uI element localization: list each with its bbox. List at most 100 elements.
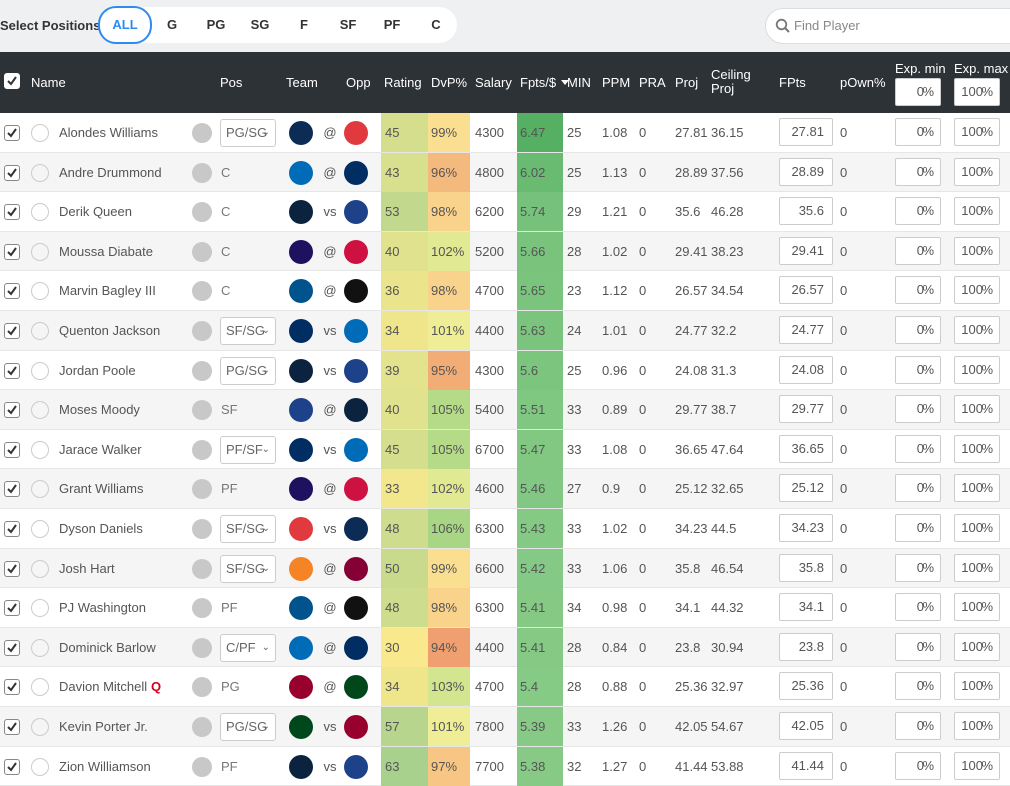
like-icon[interactable] [31, 401, 49, 420]
fpts-input[interactable]: 24.08 [779, 355, 833, 384]
position-option[interactable]: PG [206, 17, 226, 32]
position-select[interactable]: PG/SG ⌄ [220, 119, 276, 147]
like-icon[interactable] [31, 599, 49, 618]
fpts-input[interactable]: 28.89 [779, 157, 833, 186]
face-icon[interactable] [192, 123, 212, 143]
position-select[interactable]: PF/SF ⌄ [220, 435, 276, 464]
checkbox[interactable] [4, 73, 20, 89]
face-icon[interactable] [192, 439, 212, 460]
like-icon[interactable] [31, 480, 49, 499]
checkbox[interactable] [4, 719, 20, 735]
like-icon[interactable] [31, 322, 49, 340]
like-icon[interactable] [31, 361, 49, 380]
fpts-input[interactable]: 26.57 [779, 276, 833, 305]
position-select[interactable]: SF/SG ⌄ [220, 515, 276, 543]
column-header[interactable]: Salary [475, 75, 512, 90]
position-option[interactable]: SF [339, 17, 357, 32]
exp-min-default-input[interactable]: 0% [895, 78, 941, 106]
exp-max-input[interactable]: 100% [954, 434, 1000, 463]
exp-max-input[interactable]: 100% [954, 355, 1000, 384]
face-icon[interactable] [192, 598, 212, 619]
fpts-input[interactable]: 35.8 [779, 553, 833, 582]
checkbox[interactable] [4, 283, 20, 300]
fpts-input[interactable]: 24.77 [779, 316, 833, 344]
position-option[interactable]: G [166, 17, 178, 32]
exp-min-input[interactable]: 0% [895, 474, 941, 503]
exp-max-input[interactable]: 100% [954, 672, 1000, 701]
exp-min-input[interactable]: 0% [895, 672, 941, 701]
column-header[interactable]: Proj [675, 75, 699, 90]
face-icon[interactable] [192, 360, 212, 381]
exp-max-input[interactable]: 100% [954, 712, 1000, 740]
exp-min-input[interactable]: 0% [895, 751, 941, 780]
fpts-input[interactable]: 35.6 [779, 197, 833, 226]
like-icon[interactable] [31, 559, 49, 578]
checkbox[interactable] [4, 323, 20, 339]
exp-min-input[interactable]: 0% [895, 355, 941, 384]
checkbox[interactable] [4, 243, 20, 260]
position-option[interactable]: ALL [98, 6, 152, 44]
fpts-input[interactable]: 34.1 [779, 593, 833, 622]
column-header[interactable]: DvP% [431, 75, 468, 90]
column-header[interactable]: Opp [346, 75, 371, 90]
fpts-input[interactable]: 23.8 [779, 632, 833, 661]
fpts-input[interactable]: 29.41 [779, 236, 833, 265]
exp-max-input[interactable]: 100% [954, 474, 1000, 503]
checkbox[interactable] [4, 560, 20, 577]
position-select[interactable]: PG/SG ⌄ [220, 713, 276, 741]
exp-max-default-input[interactable]: 100% [954, 78, 1000, 106]
column-header[interactable]: Fpts/$ [520, 75, 569, 90]
face-icon[interactable] [192, 519, 212, 539]
face-icon[interactable] [192, 241, 212, 262]
column-header[interactable]: PRA [639, 75, 666, 90]
column-header[interactable]: MIN [567, 75, 591, 90]
face-icon[interactable] [192, 281, 212, 302]
face-icon[interactable] [192, 677, 212, 698]
like-icon[interactable] [31, 163, 49, 182]
fpts-input[interactable]: 41.44 [779, 751, 833, 780]
search-box[interactable]: Find Player [765, 8, 1010, 44]
exp-max-input[interactable]: 100% [954, 751, 1000, 780]
like-icon[interactable] [31, 757, 49, 776]
checkbox[interactable] [4, 204, 20, 221]
checkbox[interactable] [4, 679, 20, 696]
fpts-input[interactable]: 25.36 [779, 672, 833, 701]
checkbox[interactable] [4, 521, 20, 537]
column-header[interactable]: Team [286, 75, 318, 90]
position-option[interactable]: F [300, 17, 308, 32]
exp-min-input[interactable]: 0% [895, 514, 941, 542]
column-header[interactable]: Rating [384, 75, 422, 90]
exp-max-input[interactable]: 100% [954, 236, 1000, 265]
face-icon[interactable] [192, 717, 212, 737]
exp-min-input[interactable]: 0% [895, 236, 941, 265]
like-icon[interactable] [31, 124, 49, 142]
face-icon[interactable] [192, 202, 212, 223]
exp-max-input[interactable]: 100% [954, 118, 1000, 146]
exp-min-input[interactable]: 0% [895, 434, 941, 463]
position-select[interactable]: SF/SG ⌄ [220, 317, 276, 345]
exp-max-input[interactable]: 100% [954, 514, 1000, 542]
fpts-input[interactable]: 25.12 [779, 474, 833, 503]
exp-max-input[interactable]: 100% [954, 593, 1000, 622]
face-icon[interactable] [192, 637, 212, 658]
face-icon[interactable] [192, 558, 212, 579]
checkbox[interactable] [4, 402, 20, 419]
like-icon[interactable] [31, 242, 49, 261]
position-select[interactable]: C/PF ⌄ [220, 633, 276, 662]
column-header[interactable]: PPM [602, 75, 631, 90]
column-header[interactable]: FPts [779, 75, 806, 90]
exp-max-input[interactable]: 100% [954, 157, 1000, 186]
exp-max-input[interactable]: 100% [954, 276, 1000, 305]
exp-min-input[interactable]: 0% [895, 276, 941, 305]
face-icon[interactable] [192, 756, 212, 777]
checkbox[interactable] [4, 362, 20, 379]
exp-min-input[interactable]: 0% [895, 157, 941, 186]
column-header[interactable]: pOwn% [840, 75, 886, 90]
fpts-input[interactable]: 42.05 [779, 712, 833, 740]
face-icon[interactable] [192, 479, 212, 500]
face-icon[interactable] [192, 321, 212, 341]
like-icon[interactable] [31, 718, 49, 736]
fpts-input[interactable]: 36.65 [779, 434, 833, 463]
position-option[interactable]: SG [250, 17, 270, 32]
checkbox[interactable] [4, 481, 20, 498]
